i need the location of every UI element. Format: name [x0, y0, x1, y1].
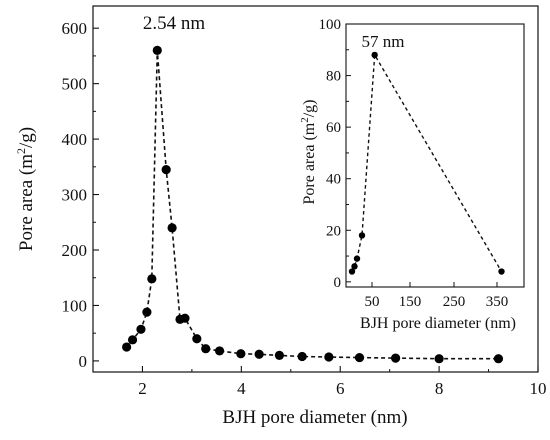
inset-data-point: [498, 268, 505, 275]
inset-x-axis-label: BJH pore diameter (nm): [360, 315, 516, 332]
main-data-point: [297, 351, 307, 362]
main-y-tick-label: 0: [79, 352, 88, 371]
main-data-point: [493, 354, 504, 364]
main-y-tick-label: 200: [62, 241, 88, 260]
main-peak-annotation: 2.54 nm: [143, 13, 206, 34]
main-x-tick-label: 10: [530, 379, 547, 398]
inset-data-point: [353, 255, 361, 262]
main-data-point: [122, 342, 132, 352]
main-data-point: [136, 324, 146, 334]
main-data-point: [214, 346, 225, 356]
inset-x-tick-label: 350: [486, 294, 509, 310]
main-data-point: [354, 352, 365, 363]
main-plot-frame: [92, 5, 539, 373]
main-x-axis-label: BJH pore diameter (nm): [222, 407, 407, 428]
main-x-tick-label: 2: [138, 379, 147, 398]
main-y-axis-label: Pore area (m2/g): [14, 127, 37, 251]
main-x-tick-label: 8: [435, 379, 444, 398]
main-data-point: [192, 334, 202, 344]
inset-plot-frame: [345, 23, 525, 288]
main-y-tick-label: 600: [62, 19, 88, 38]
main-series-line: [125, 50, 499, 360]
main-data-point: [201, 344, 211, 354]
main-data-point: [167, 223, 177, 233]
main-data-point: [434, 354, 444, 364]
main-data-point: [274, 350, 285, 360]
main-data-point: [391, 353, 401, 363]
main-y-tick-label: 500: [62, 75, 88, 94]
inset-series-line: [351, 52, 503, 272]
inset-y-tick-label: 100: [319, 17, 342, 33]
main-data-point: [152, 45, 162, 55]
inset-data-point: [348, 268, 356, 275]
main-data-point: [180, 313, 190, 323]
main-x-tick-label: 4: [237, 379, 246, 398]
inset-data-point: [358, 232, 366, 239]
inset-x-tick-label: 150: [399, 294, 422, 310]
inset-y-tick-label: 20: [326, 223, 341, 239]
inset-data-point: [371, 51, 378, 59]
inset-y-tick-label: 40: [326, 172, 341, 188]
main-x-tick-label: 6: [336, 379, 345, 398]
inset-y-axis-label: Pore area (m2/g): [299, 99, 318, 204]
inset-x-tick-label: 250: [443, 294, 466, 310]
main-data-point: [161, 164, 171, 175]
inset-data-point: [351, 263, 358, 270]
main-data-point: [324, 352, 334, 362]
main-data-point: [142, 307, 152, 317]
inset-y-tick-label: 80: [326, 69, 341, 85]
main-data-point: [236, 349, 246, 359]
inset-peak-annotation: 57 nm: [362, 32, 405, 51]
inset-plot: 50 150 250 350 0 20 40 60 80 100: [319, 17, 509, 310]
main-data-point: [127, 335, 138, 345]
main-y-tick-label: 400: [62, 130, 88, 149]
inset-x-tick-label: 50: [365, 294, 380, 310]
inset-y-tick-label: 60: [326, 120, 341, 136]
main-data-point: [147, 274, 157, 284]
main-data-point: [254, 349, 264, 359]
main-y-tick-label: 300: [62, 186, 88, 205]
main-y-tick-label: 100: [62, 296, 88, 315]
inset-y-tick-label: 0: [334, 275, 342, 291]
